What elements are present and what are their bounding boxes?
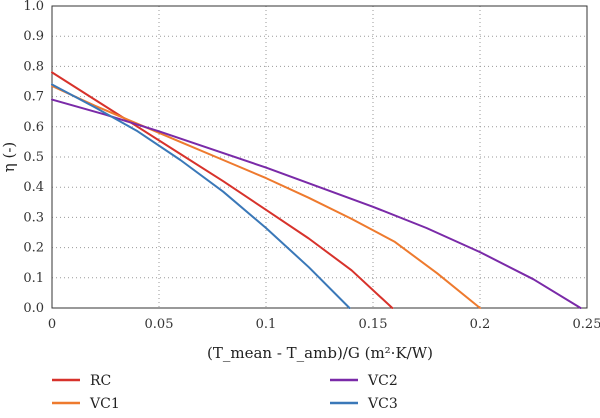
x-tick-label: 0.05 <box>145 317 174 332</box>
x-tick-label: 0 <box>48 317 56 332</box>
x-axis-title: (T_mean - T_amb)/G (m²·K/W) <box>207 344 433 362</box>
series-lines <box>51 71 582 309</box>
series-line-rc <box>51 71 394 309</box>
series-line-vc3 <box>51 83 351 309</box>
y-tick-label: 0.7 <box>23 90 44 105</box>
y-tick-label: 0.8 <box>23 59 44 74</box>
y-tick-label: 0.1 <box>23 271 44 286</box>
x-tick-labels: 0 0.05 0.1 0.15 0.2 0.25 <box>48 317 600 332</box>
legend-label-vc2: VC2 <box>367 373 398 389</box>
series-line-vc2 <box>51 98 582 309</box>
x-tick-label: 0.1 <box>256 317 277 332</box>
y-tick-label: 0.4 <box>23 180 44 195</box>
x-tick-label: 0.15 <box>359 317 388 332</box>
legend-label-vc3: VC3 <box>367 396 398 412</box>
y-tick-label: 0.6 <box>23 120 44 135</box>
legend-label-rc: RC <box>90 373 111 389</box>
y-tick-label: 0.5 <box>23 150 44 165</box>
plot-frame <box>51 5 588 309</box>
y-tick-label: 0.3 <box>23 210 44 225</box>
grid <box>52 6 587 308</box>
y-tick-label: 0.9 <box>23 29 44 44</box>
legend: RC VC1 VC2 VC3 <box>52 373 398 412</box>
x-tick-label: 0.2 <box>470 317 491 332</box>
y-tick-label: 1.0 <box>23 0 44 14</box>
series-line-vc1 <box>51 85 481 309</box>
y-axis-title: η (-) <box>0 142 18 173</box>
y-tick-labels: 0.0 0.1 0.2 0.3 0.4 0.5 0.6 0.7 0.8 0.9 1.0 <box>23 0 44 316</box>
y-tick-label: 0.0 <box>23 301 44 316</box>
legend-label-vc1: VC1 <box>89 396 120 412</box>
y-tick-label: 0.2 <box>23 241 44 256</box>
x-tick-label: 0.25 <box>573 317 600 332</box>
